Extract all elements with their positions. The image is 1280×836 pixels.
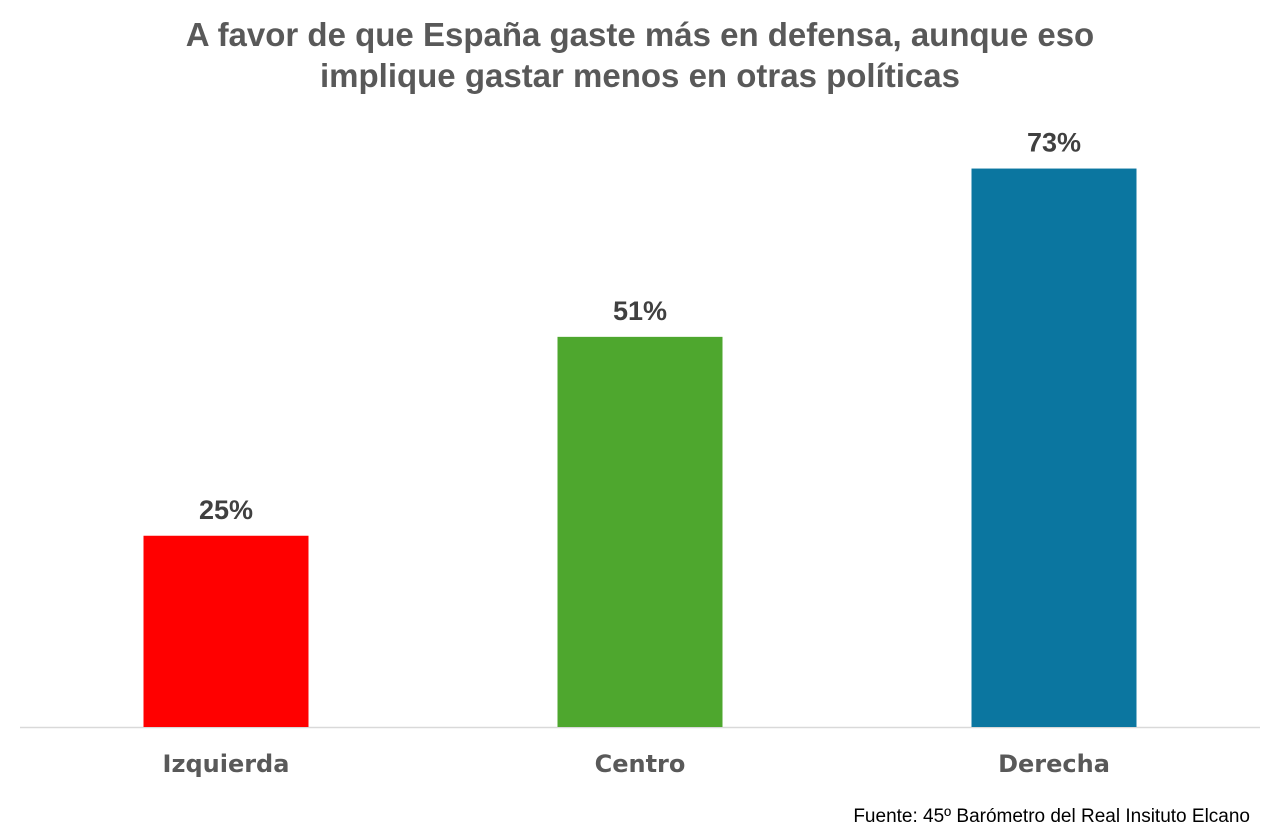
bar-izquierda bbox=[143, 535, 309, 727]
category-label-derecha: Derecha bbox=[998, 750, 1110, 778]
data-label-izquierda: 25% bbox=[199, 495, 253, 525]
source-note: Fuente: 45º Barómetro del Real Insituto … bbox=[853, 806, 1250, 827]
category-label-centro: Centro bbox=[595, 750, 686, 778]
category-label-izquierda: Izquierda bbox=[163, 750, 290, 778]
chart-title-line-1: A favor de que España gaste más en defen… bbox=[185, 16, 1095, 53]
chart-title: A favor de que España gaste más en defen… bbox=[0, 14, 1280, 96]
data-label-derecha: 73% bbox=[1027, 128, 1081, 158]
data-label-centro: 51% bbox=[613, 296, 667, 326]
chart-title-line-2: implique gastar menos en otras políticas bbox=[319, 57, 960, 94]
bar-centro bbox=[557, 336, 723, 727]
bar-derecha bbox=[971, 168, 1137, 728]
